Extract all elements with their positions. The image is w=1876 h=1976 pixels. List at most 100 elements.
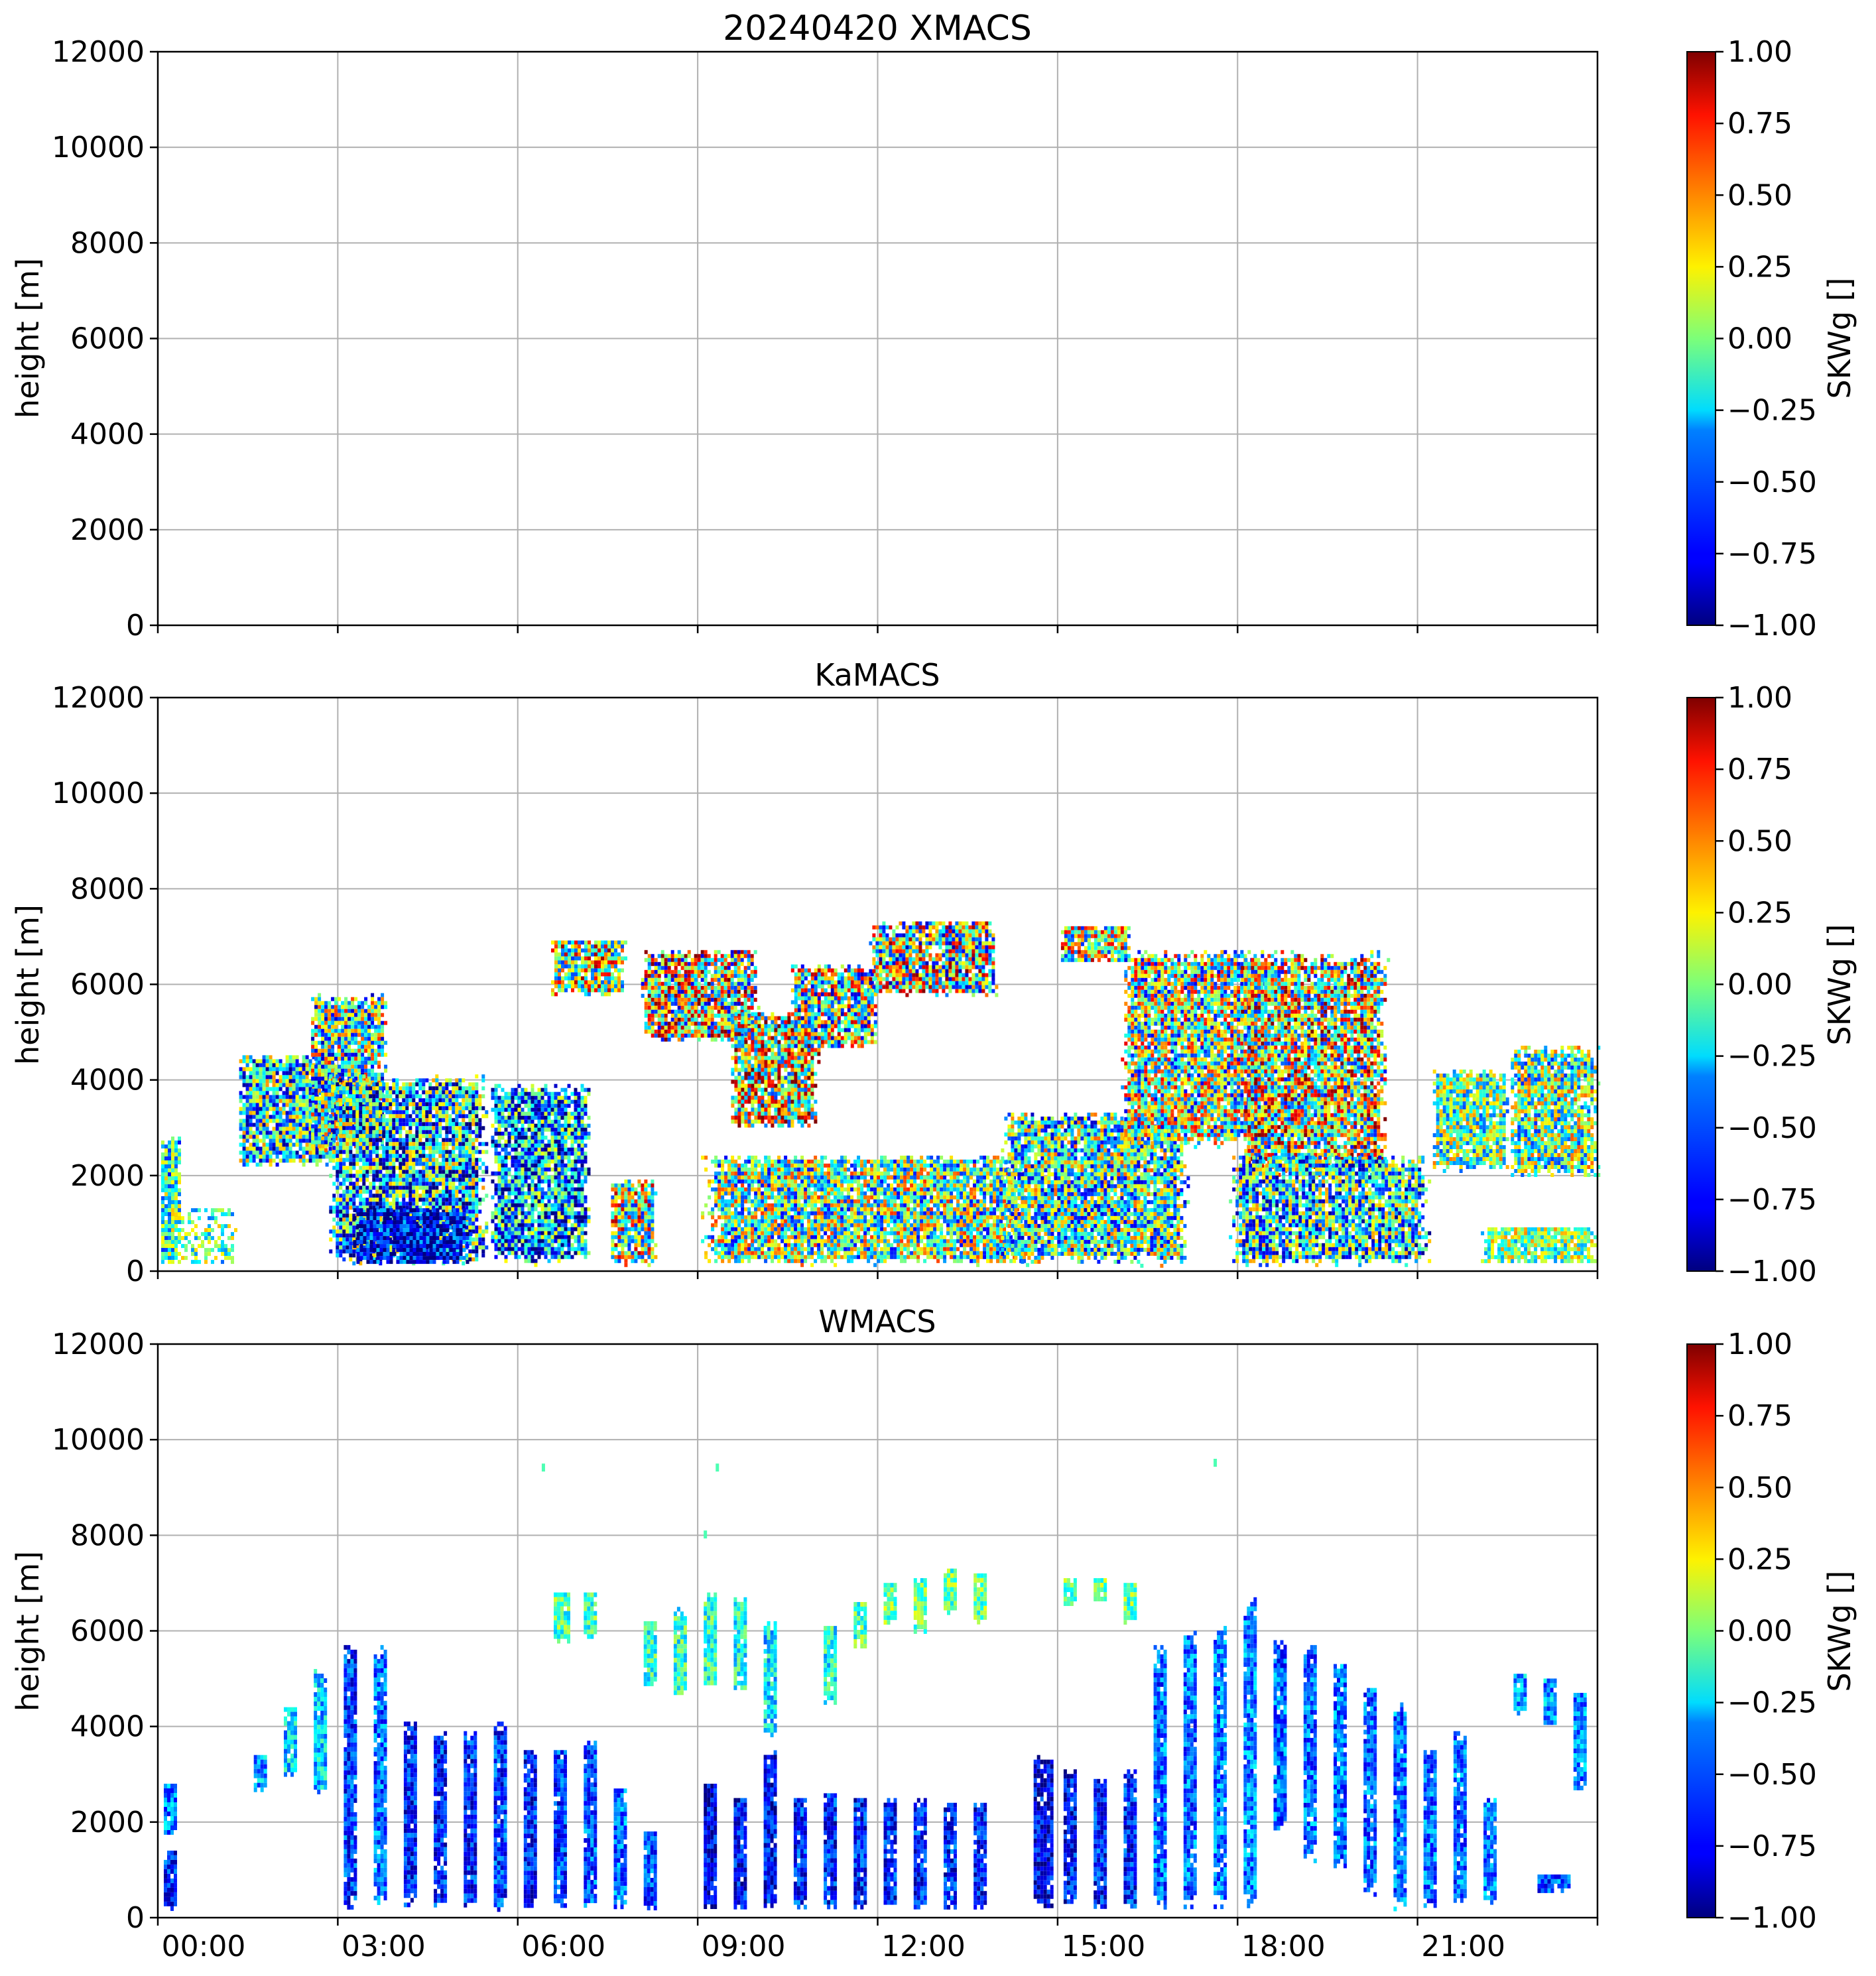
echo-cell xyxy=(302,1063,306,1067)
echo-cell xyxy=(256,1063,259,1067)
echo-cell xyxy=(266,1063,269,1067)
echo-cell xyxy=(266,1142,269,1146)
echo-cell xyxy=(282,1135,286,1139)
echo-cell xyxy=(249,1135,253,1139)
echo-cell xyxy=(371,1057,374,1061)
echo-cell xyxy=(351,1029,354,1033)
echo-cell xyxy=(249,1103,253,1107)
echo-cell xyxy=(342,1082,345,1086)
echo-cell xyxy=(344,1053,347,1057)
echo-cell xyxy=(279,1067,282,1071)
echo-cell xyxy=(377,1025,381,1029)
echo-cell xyxy=(249,1079,253,1083)
echo-cell xyxy=(246,1131,249,1135)
echo-cell xyxy=(331,997,334,1001)
echo-cell xyxy=(161,1216,164,1220)
echo-cell xyxy=(266,1150,269,1154)
echo-cell xyxy=(243,1158,246,1162)
echo-cell xyxy=(328,1009,331,1013)
echo-cell xyxy=(204,1208,208,1212)
echo-cell xyxy=(328,1101,331,1105)
echo-cell xyxy=(299,1083,302,1087)
echo-cell xyxy=(339,1098,342,1102)
echo-cell xyxy=(178,1208,181,1212)
echo-cell xyxy=(334,1069,338,1073)
echo-cell xyxy=(328,1097,331,1101)
echo-cell xyxy=(341,1045,344,1049)
echo-cell xyxy=(282,1091,286,1095)
echo-cell xyxy=(269,1150,273,1154)
echo-cell xyxy=(282,1131,286,1135)
echo-cell xyxy=(243,1135,246,1139)
echo-cell xyxy=(164,1232,168,1236)
echo-cell xyxy=(286,1083,289,1087)
echo-cell xyxy=(171,1224,174,1228)
echo-cell xyxy=(338,1049,341,1053)
echo-cell xyxy=(302,1087,306,1091)
echo-cell xyxy=(171,1260,174,1264)
echo-cell xyxy=(214,1244,218,1248)
echo-cell xyxy=(381,997,384,1001)
echo-cell xyxy=(253,1063,256,1067)
echo-cell xyxy=(276,1150,279,1154)
echo-cell xyxy=(341,1001,344,1005)
echo-cell xyxy=(249,1071,253,1075)
echo-cell xyxy=(314,1017,318,1021)
echo-cell xyxy=(279,1139,282,1142)
echo-cell xyxy=(367,1069,371,1073)
echo-cell xyxy=(381,1005,384,1009)
echo-cell xyxy=(321,1141,324,1144)
echo-cell xyxy=(256,1139,259,1142)
echo-cell xyxy=(292,1127,296,1131)
echo-cell xyxy=(342,1118,345,1122)
echo-cell xyxy=(332,1198,336,1202)
echo-cell xyxy=(321,1077,324,1081)
echo-cell xyxy=(336,1146,339,1150)
echo-cell xyxy=(342,1142,345,1146)
echo-cell xyxy=(263,1115,266,1119)
echo-cell xyxy=(168,1252,171,1256)
echo-cell xyxy=(351,1037,354,1041)
echo-cell xyxy=(171,1232,174,1236)
echo-cell xyxy=(318,1141,321,1144)
echo-cell xyxy=(168,1256,171,1260)
echo-cell xyxy=(367,1037,371,1041)
echo-cell xyxy=(342,1110,345,1114)
echo-cell xyxy=(276,1103,279,1107)
echo-cell xyxy=(331,1021,334,1025)
echo-cell xyxy=(198,1236,201,1240)
echo-cell xyxy=(374,1033,377,1037)
echo-cell xyxy=(214,1220,218,1224)
echo-cell xyxy=(329,1114,332,1118)
echo-cell xyxy=(338,1065,341,1069)
echo-cell xyxy=(314,1121,318,1125)
echo-cell xyxy=(184,1232,188,1236)
echo-cell xyxy=(342,1217,345,1221)
echo-cell xyxy=(246,1079,249,1083)
echo-cell xyxy=(174,1196,178,1200)
echo-cell xyxy=(332,1150,336,1154)
echo-cell xyxy=(266,1083,269,1087)
echo-cell xyxy=(354,1053,357,1057)
echo-cell xyxy=(342,1162,345,1166)
echo-cell xyxy=(282,1154,286,1158)
echo-cell xyxy=(266,1115,269,1119)
echo-cell xyxy=(342,1237,345,1241)
echo-cell xyxy=(331,1049,334,1053)
echo-cell xyxy=(339,1078,342,1082)
echo-cell xyxy=(374,1061,377,1065)
echo-cell xyxy=(354,1029,357,1033)
echo-cell xyxy=(306,1059,309,1063)
echo-cell xyxy=(302,1111,306,1115)
echo-cell xyxy=(328,1037,331,1041)
echo-cell xyxy=(299,1075,302,1079)
echo-cell xyxy=(282,1111,286,1115)
echo-cell xyxy=(194,1224,198,1228)
echo-cell xyxy=(168,1244,171,1248)
echo-cell xyxy=(342,1094,345,1098)
echo-cell xyxy=(253,1139,256,1142)
figure: 020004000600080001000012000 20240420 XMA… xyxy=(0,0,1876,1976)
echo-cell xyxy=(371,1045,374,1049)
echo-cell xyxy=(224,1248,227,1252)
echo-cell xyxy=(174,1244,178,1248)
